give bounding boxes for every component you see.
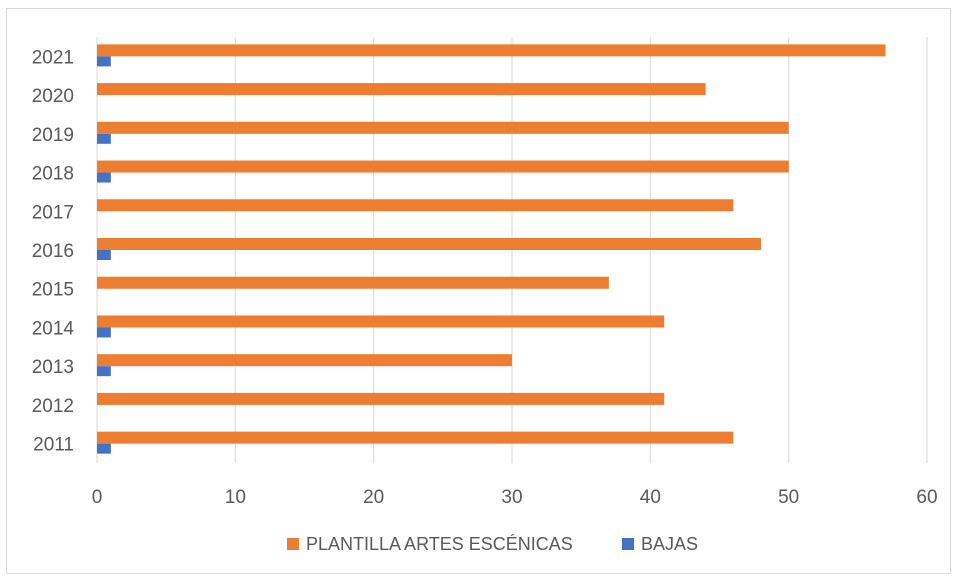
- bar-plantilla-2021: [97, 44, 886, 57]
- x-tick-label: 50: [778, 487, 799, 508]
- y-tick-label: 2021: [32, 47, 74, 68]
- x-tick-label: 40: [640, 487, 661, 508]
- y-tick-label: 2015: [32, 280, 74, 301]
- bar-plantilla-2019: [97, 121, 789, 134]
- bar-bajas-2011: [97, 443, 111, 454]
- y-tick-label: 2020: [32, 86, 74, 107]
- bar-bajas-2021: [97, 56, 111, 67]
- chart-frame: [6, 8, 951, 574]
- bar-plantilla-2011: [97, 431, 734, 444]
- y-tick-label: 2013: [32, 357, 74, 378]
- bar-plantilla-2018: [97, 160, 789, 173]
- legend-swatch-0: [287, 538, 299, 550]
- legend: PLANTILLA ARTES ESCÉNICAS BAJAS: [287, 534, 698, 554]
- bar-plantilla-2016: [97, 238, 761, 250]
- x-axis-labels: 0 10 20 30 40 50 60: [92, 487, 938, 508]
- x-tick-label: 20: [363, 487, 384, 508]
- bar-bajas-2013: [97, 366, 111, 377]
- bar-plantilla-2014: [97, 315, 665, 328]
- y-tick-label: 2014: [32, 318, 75, 339]
- y-tick-label: 2017: [32, 202, 74, 223]
- bar-bajas-2018: [97, 172, 111, 183]
- bar-plantilla-2012: [97, 392, 665, 405]
- y-tick-label: 2012: [32, 396, 74, 417]
- y-axis-labels: 2011 2012 2013 2014 2015 2016 2017 2018 2019 2020…: [32, 47, 75, 455]
- x-tick-label: 60: [916, 487, 937, 508]
- legend-swatch-1: [622, 538, 634, 550]
- bar-bajas-2014: [97, 327, 111, 338]
- bar-plantilla-2015: [97, 276, 609, 289]
- bar-plantilla-2017: [97, 199, 734, 212]
- y-tick-label: 2018: [32, 164, 74, 185]
- bars: [97, 44, 886, 454]
- x-tick-label: 30: [501, 487, 522, 508]
- bar-plantilla-2020: [97, 83, 706, 96]
- y-tick-label: 2019: [32, 125, 74, 146]
- bar-plantilla-2013: [97, 354, 512, 367]
- bar-bajas-2016: [97, 250, 111, 260]
- y-tick-label: 2011: [33, 435, 74, 456]
- bar-bajas-2019: [97, 133, 111, 144]
- legend-label-0: PLANTILLA ARTES ESCÉNICAS: [306, 534, 573, 554]
- legend-label-1: BAJAS: [641, 534, 698, 554]
- y-tick-label: 2016: [32, 241, 74, 262]
- x-tick-label: 10: [225, 487, 246, 508]
- x-tick-label: 0: [92, 487, 103, 508]
